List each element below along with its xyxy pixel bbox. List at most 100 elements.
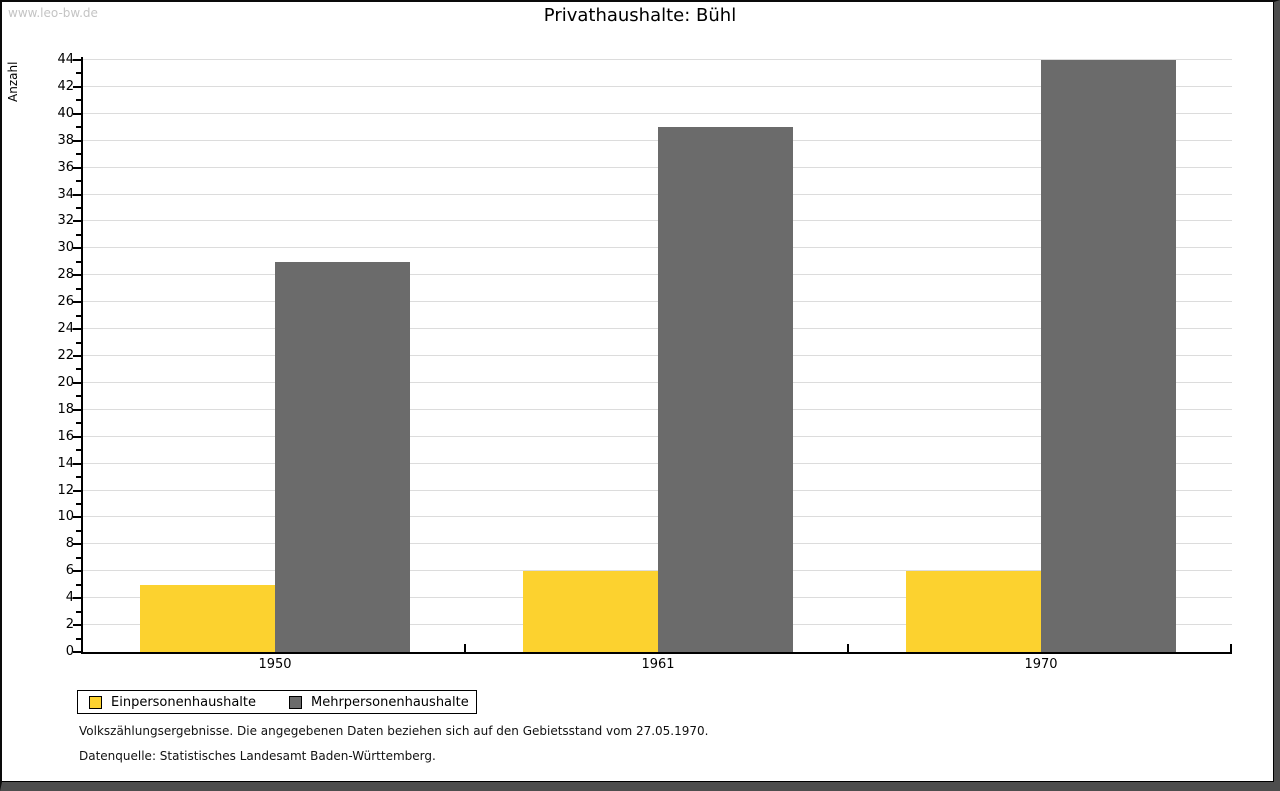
y-minor-tick — [76, 153, 81, 155]
y-gridline — [83, 409, 1232, 410]
y-major-tick — [73, 113, 81, 115]
y-minor-tick — [76, 638, 81, 640]
footnote-source-note: Volkszählungsergebnisse. Die angegebenen… — [79, 724, 709, 738]
x-boundary-tick — [847, 644, 849, 652]
legend: Einpersonenhaushalte Mehrpersonenhaushal… — [77, 690, 477, 714]
legend-label-mehrpersonenhaushalte: Mehrpersonenhaushalte — [311, 694, 469, 710]
x-category-label: 1961 — [641, 657, 675, 672]
bar-einpersonenhaushalte-1950 — [140, 585, 275, 652]
y-tick-label: 40 — [57, 106, 74, 121]
y-minor-tick — [76, 180, 81, 182]
y-minor-tick — [76, 342, 81, 344]
y-tick-label: 44 — [57, 52, 74, 67]
y-tick-label: 4 — [65, 590, 74, 605]
y-major-tick — [73, 355, 81, 357]
y-tick-label: 24 — [57, 321, 74, 336]
y-major-tick — [73, 516, 81, 518]
y-tick-label: 6 — [65, 563, 74, 578]
y-minor-tick — [76, 126, 81, 128]
y-minor-tick — [76, 422, 81, 424]
y-gridline — [83, 86, 1232, 87]
y-tick-label: 16 — [57, 429, 74, 444]
y-major-tick — [73, 194, 81, 196]
legend-swatch-einpersonenhaushalte-icon — [89, 695, 102, 709]
y-major-tick — [73, 247, 81, 249]
y-axis-line — [81, 57, 83, 654]
y-major-tick — [73, 328, 81, 330]
y-tick-label: 22 — [57, 348, 74, 363]
bar-mehrpersonenhaushalte-1961 — [658, 127, 793, 652]
y-minor-tick — [76, 449, 81, 451]
y-minor-tick — [76, 261, 81, 263]
y-gridline — [83, 463, 1232, 464]
y-major-tick — [73, 167, 81, 169]
y-major-tick — [73, 382, 81, 384]
y-major-tick — [73, 274, 81, 276]
y-gridline — [83, 301, 1232, 302]
x-boundary-tick — [464, 644, 466, 652]
x-category-label: 1950 — [258, 657, 292, 672]
y-gridline — [83, 328, 1232, 329]
y-minor-tick — [76, 395, 81, 397]
y-major-tick — [73, 624, 81, 626]
y-major-tick — [73, 463, 81, 465]
y-major-tick — [73, 570, 81, 572]
y-tick-label: 34 — [57, 187, 74, 202]
y-gridline — [83, 140, 1232, 141]
y-tick-label: 12 — [57, 483, 74, 498]
y-gridline — [83, 59, 1232, 60]
y-tick-label: 18 — [57, 402, 74, 417]
y-major-tick — [73, 86, 81, 88]
y-gridline — [83, 516, 1232, 517]
y-tick-label: 8 — [65, 536, 74, 551]
y-minor-tick — [76, 557, 81, 559]
y-major-tick — [73, 490, 81, 492]
y-tick-label: 10 — [57, 509, 74, 524]
bar-einpersonenhaushalte-1970 — [906, 571, 1041, 652]
y-major-tick — [73, 651, 81, 653]
y-minor-tick — [76, 99, 81, 101]
y-minor-tick — [76, 476, 81, 478]
y-major-tick — [73, 301, 81, 303]
watermark: www.leo-bw.de — [8, 6, 98, 20]
legend-item-einpersonenhaushalte: Einpersonenhaushalte — [89, 695, 256, 710]
y-tick-label: 26 — [57, 294, 74, 309]
y-minor-tick — [76, 530, 81, 532]
x-category-label: 1970 — [1024, 657, 1058, 672]
legend-item-mehrpersonenhaushalte: Mehrpersonenhaushalte — [289, 695, 469, 710]
y-gridline — [83, 247, 1232, 248]
y-gridline — [83, 274, 1232, 275]
y-major-tick — [73, 436, 81, 438]
y-tick-label: 36 — [57, 160, 74, 175]
y-minor-tick — [76, 315, 81, 317]
y-major-tick — [73, 220, 81, 222]
y-minor-tick — [76, 288, 81, 290]
y-tick-label: 38 — [57, 133, 74, 148]
y-major-tick — [73, 543, 81, 545]
x-axis-line — [81, 652, 1232, 654]
y-minor-tick — [76, 207, 81, 209]
y-minor-tick — [76, 234, 81, 236]
y-gridline — [83, 167, 1232, 168]
y-major-tick — [73, 140, 81, 142]
y-minor-tick — [76, 72, 81, 74]
y-tick-label: 32 — [57, 213, 74, 228]
bar-einpersonenhaushalte-1961 — [523, 571, 658, 652]
y-tick-label: 0 — [65, 644, 74, 659]
y-gridline — [83, 220, 1232, 221]
y-gridline — [83, 382, 1232, 383]
y-gridline — [83, 570, 1232, 571]
legend-swatch-mehrpersonenhaushalte-icon — [289, 695, 302, 709]
y-gridline — [83, 355, 1232, 356]
y-minor-tick — [76, 368, 81, 370]
y-tick-label: 28 — [57, 267, 74, 282]
y-gridline — [83, 113, 1232, 114]
y-major-tick — [73, 59, 81, 61]
y-gridline — [83, 543, 1232, 544]
y-minor-tick — [76, 584, 81, 586]
y-minor-tick — [76, 611, 81, 613]
chart-title: Privathaushalte: Bühl — [543, 5, 737, 26]
y-minor-tick — [76, 503, 81, 505]
footnote-data-source: Datenquelle: Statistisches Landesamt Bad… — [79, 749, 436, 763]
